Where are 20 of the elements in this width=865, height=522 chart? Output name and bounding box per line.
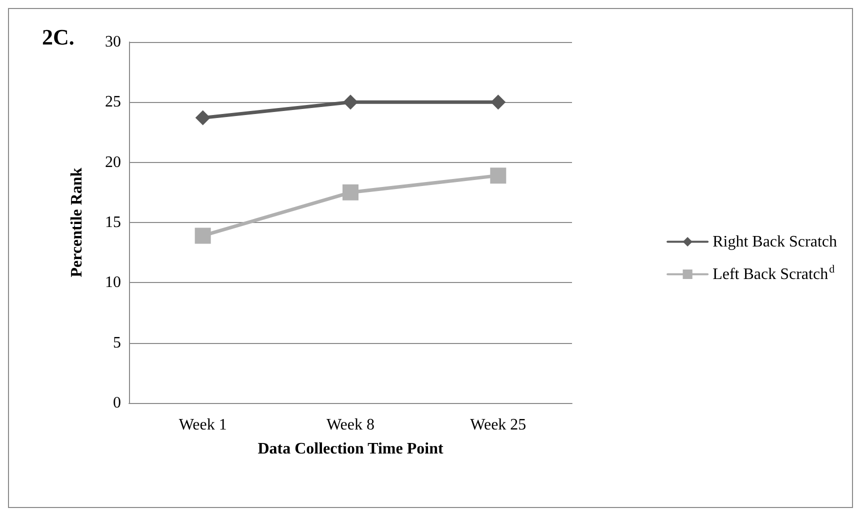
y-tick-label: 10 [105,274,121,292]
point [194,228,211,244]
point [195,110,210,126]
x-axis-title: Data Collection Time Point [258,440,444,458]
y-axis-title: Percentile Rank [68,168,86,278]
point [490,94,506,110]
x-tick-label: Week 8 [326,416,375,434]
point [342,184,358,200]
chart-title: 2C. [42,24,74,50]
y-tick-label: 20 [105,154,121,171]
x-tick-label: Week 25 [470,416,526,434]
x-tick-label: Week 1 [178,416,227,434]
y-tick-label: 30 [105,34,121,50]
y-tick-label: 5 [113,334,121,352]
y-tick-label: 25 [105,94,121,111]
point [343,94,358,110]
legend-label: Right Back Scratch [712,233,838,250]
y-tick-label: 15 [105,214,121,231]
point [490,168,506,184]
y-tick-label: 0 [113,394,121,412]
